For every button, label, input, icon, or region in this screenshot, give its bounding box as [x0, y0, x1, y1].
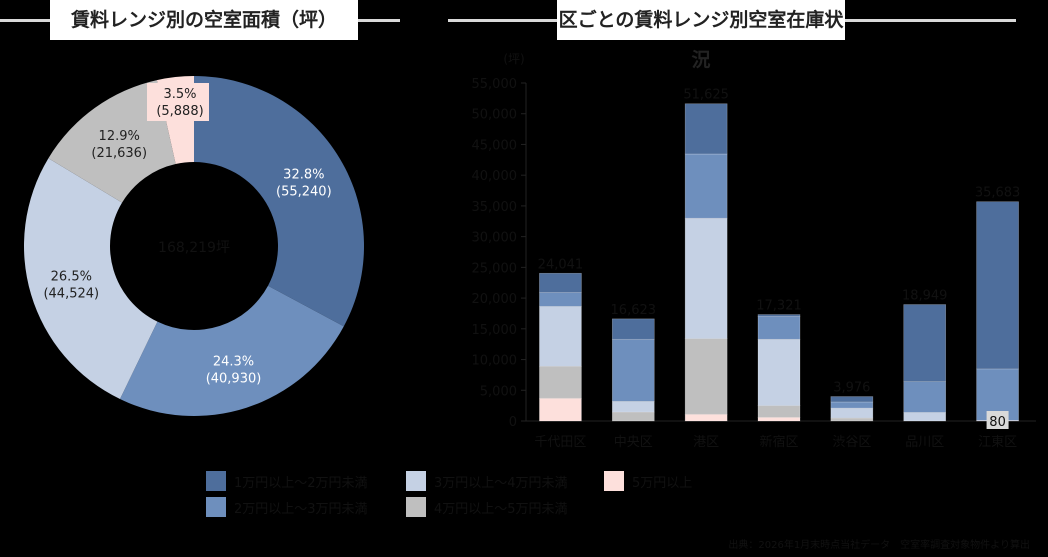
bar-segment [830, 407, 874, 419]
bar-total-label: 35,683 [975, 186, 1021, 201]
bar-segment [684, 103, 728, 155]
bar-total-label: 3,976 [833, 381, 870, 396]
legend-label: 5万円以上 [632, 475, 693, 491]
donut-chart: 32.8% (55,240) 24.3% (40,930) 26.5% (44,524) 1… [23, 76, 364, 416]
y-tick-label: 25,000 [472, 261, 518, 276]
bar-segment [684, 217, 728, 339]
slice-percent-label: 32.8% [283, 167, 324, 182]
y-tick-label: 5,000 [480, 384, 517, 399]
legend-item: 5万円以上 [604, 471, 692, 491]
bar-segment [539, 397, 582, 422]
donut-center-total: 168,219坪 [158, 240, 230, 256]
y-tick-label: 0 [509, 415, 517, 430]
slice-percent-label: 3.5% [163, 87, 196, 102]
bar-segment [539, 306, 582, 367]
legend-item: 4万円以上～5万円未満 [406, 497, 568, 517]
legend-label: 2万円以上～3万円未満 [234, 501, 368, 517]
slice-percent-label: 26.5% [51, 269, 92, 284]
donut-slice [23, 158, 158, 400]
bar-segment [757, 417, 801, 422]
bar-segment [903, 304, 947, 382]
y-tick-label: 15,000 [472, 323, 518, 338]
bar-segment [611, 401, 655, 413]
stacked-bar-chart: 0 5,000 10,000 15,000 20,000 25,000 30,000 35,0… [472, 52, 1036, 450]
slice-value-label: (55,240) [276, 184, 332, 199]
y-axis-unit: (坪) [503, 52, 524, 66]
bar-segment [611, 338, 655, 402]
y-tick-label: 45,000 [472, 138, 518, 153]
legend-swatch [406, 497, 426, 517]
bar-total-label: 24,041 [538, 257, 584, 272]
x-category-label: 品川区 [905, 435, 944, 450]
bar-total-label: 18,949 [902, 289, 948, 304]
x-category-label: 渋谷区 [832, 435, 871, 450]
slice-value-label: (21,636) [91, 146, 147, 161]
donut-slice [48, 80, 176, 203]
slice-value-label: (44,524) [43, 286, 99, 301]
y-tick-label: 20,000 [472, 292, 518, 307]
bar-segment [757, 405, 801, 418]
bar-chart-title: 区ごとの賃料レンジ別空室在庫状況 [557, 0, 845, 71]
bar-segment [903, 381, 947, 413]
slice-percent-label: 24.3% [213, 355, 254, 370]
x-category-label: 港区 [693, 435, 719, 450]
legend-item: 3万円以上～4万円未満 [406, 471, 568, 491]
y-tick-label: 35,000 [472, 200, 518, 215]
bar-total-label: 17,321 [756, 299, 802, 314]
donut-slice [194, 76, 364, 327]
donut-chart-title: 賃料レンジ別の空室面積（坪） [50, 0, 358, 40]
legend-label: 4万円以上～5万円未満 [434, 501, 568, 517]
x-category-label: 千代田区 [534, 435, 586, 450]
legend-label: 3万円以上～4万円未満 [434, 475, 568, 491]
x-category-label: 中央区 [614, 435, 653, 450]
y-tick-label: 50,000 [472, 108, 518, 123]
bar-total-label: 16,623 [611, 303, 657, 318]
legend-swatch [206, 497, 226, 517]
donut-slice [119, 285, 344, 416]
legend-swatch [206, 471, 226, 491]
legend-item: 1万円以上～2万円未満 [206, 471, 368, 491]
slice-percent-label: 12.9% [99, 129, 140, 144]
legend-item: 2万円以上～3万円未満 [206, 497, 368, 517]
bar-segment [757, 338, 801, 406]
bar-total-label: 51,625 [683, 88, 729, 103]
y-tick-label: 30,000 [472, 231, 518, 246]
y-tick-label: 40,000 [472, 169, 518, 184]
legend-label: 1万円以上～2万円未満 [234, 475, 368, 491]
legend-swatch [604, 471, 624, 491]
bar-segment [976, 201, 1019, 370]
legend-swatch [406, 471, 426, 491]
bar-segment [611, 411, 655, 422]
bar-segment [539, 366, 582, 399]
annotation-label: 80 [989, 415, 1006, 430]
bar-segment [757, 316, 801, 340]
source-note: 出典：2026年1月末時点当社データ 空室率調査対象物件より算出 [728, 540, 1030, 551]
bar-segment [611, 318, 655, 340]
slice-value-label: (40,930) [206, 372, 262, 387]
bar-segment [757, 314, 801, 317]
bar-segment [830, 396, 874, 403]
bar-segment [684, 413, 728, 422]
slice-value-label: (5,888) [156, 104, 203, 119]
x-category-label: 新宿区 [759, 434, 798, 450]
bar-segment [539, 292, 582, 307]
y-tick-label: 10,000 [472, 354, 518, 369]
bar-segment [539, 272, 582, 293]
bar-segment [684, 338, 728, 415]
x-category-label: 江東区 [978, 434, 1017, 450]
bar-segment [830, 417, 874, 422]
bar-segment [684, 153, 728, 219]
bar-segment [830, 401, 874, 409]
y-tick-label: 55,000 [472, 77, 518, 92]
bar-segment [903, 412, 947, 422]
